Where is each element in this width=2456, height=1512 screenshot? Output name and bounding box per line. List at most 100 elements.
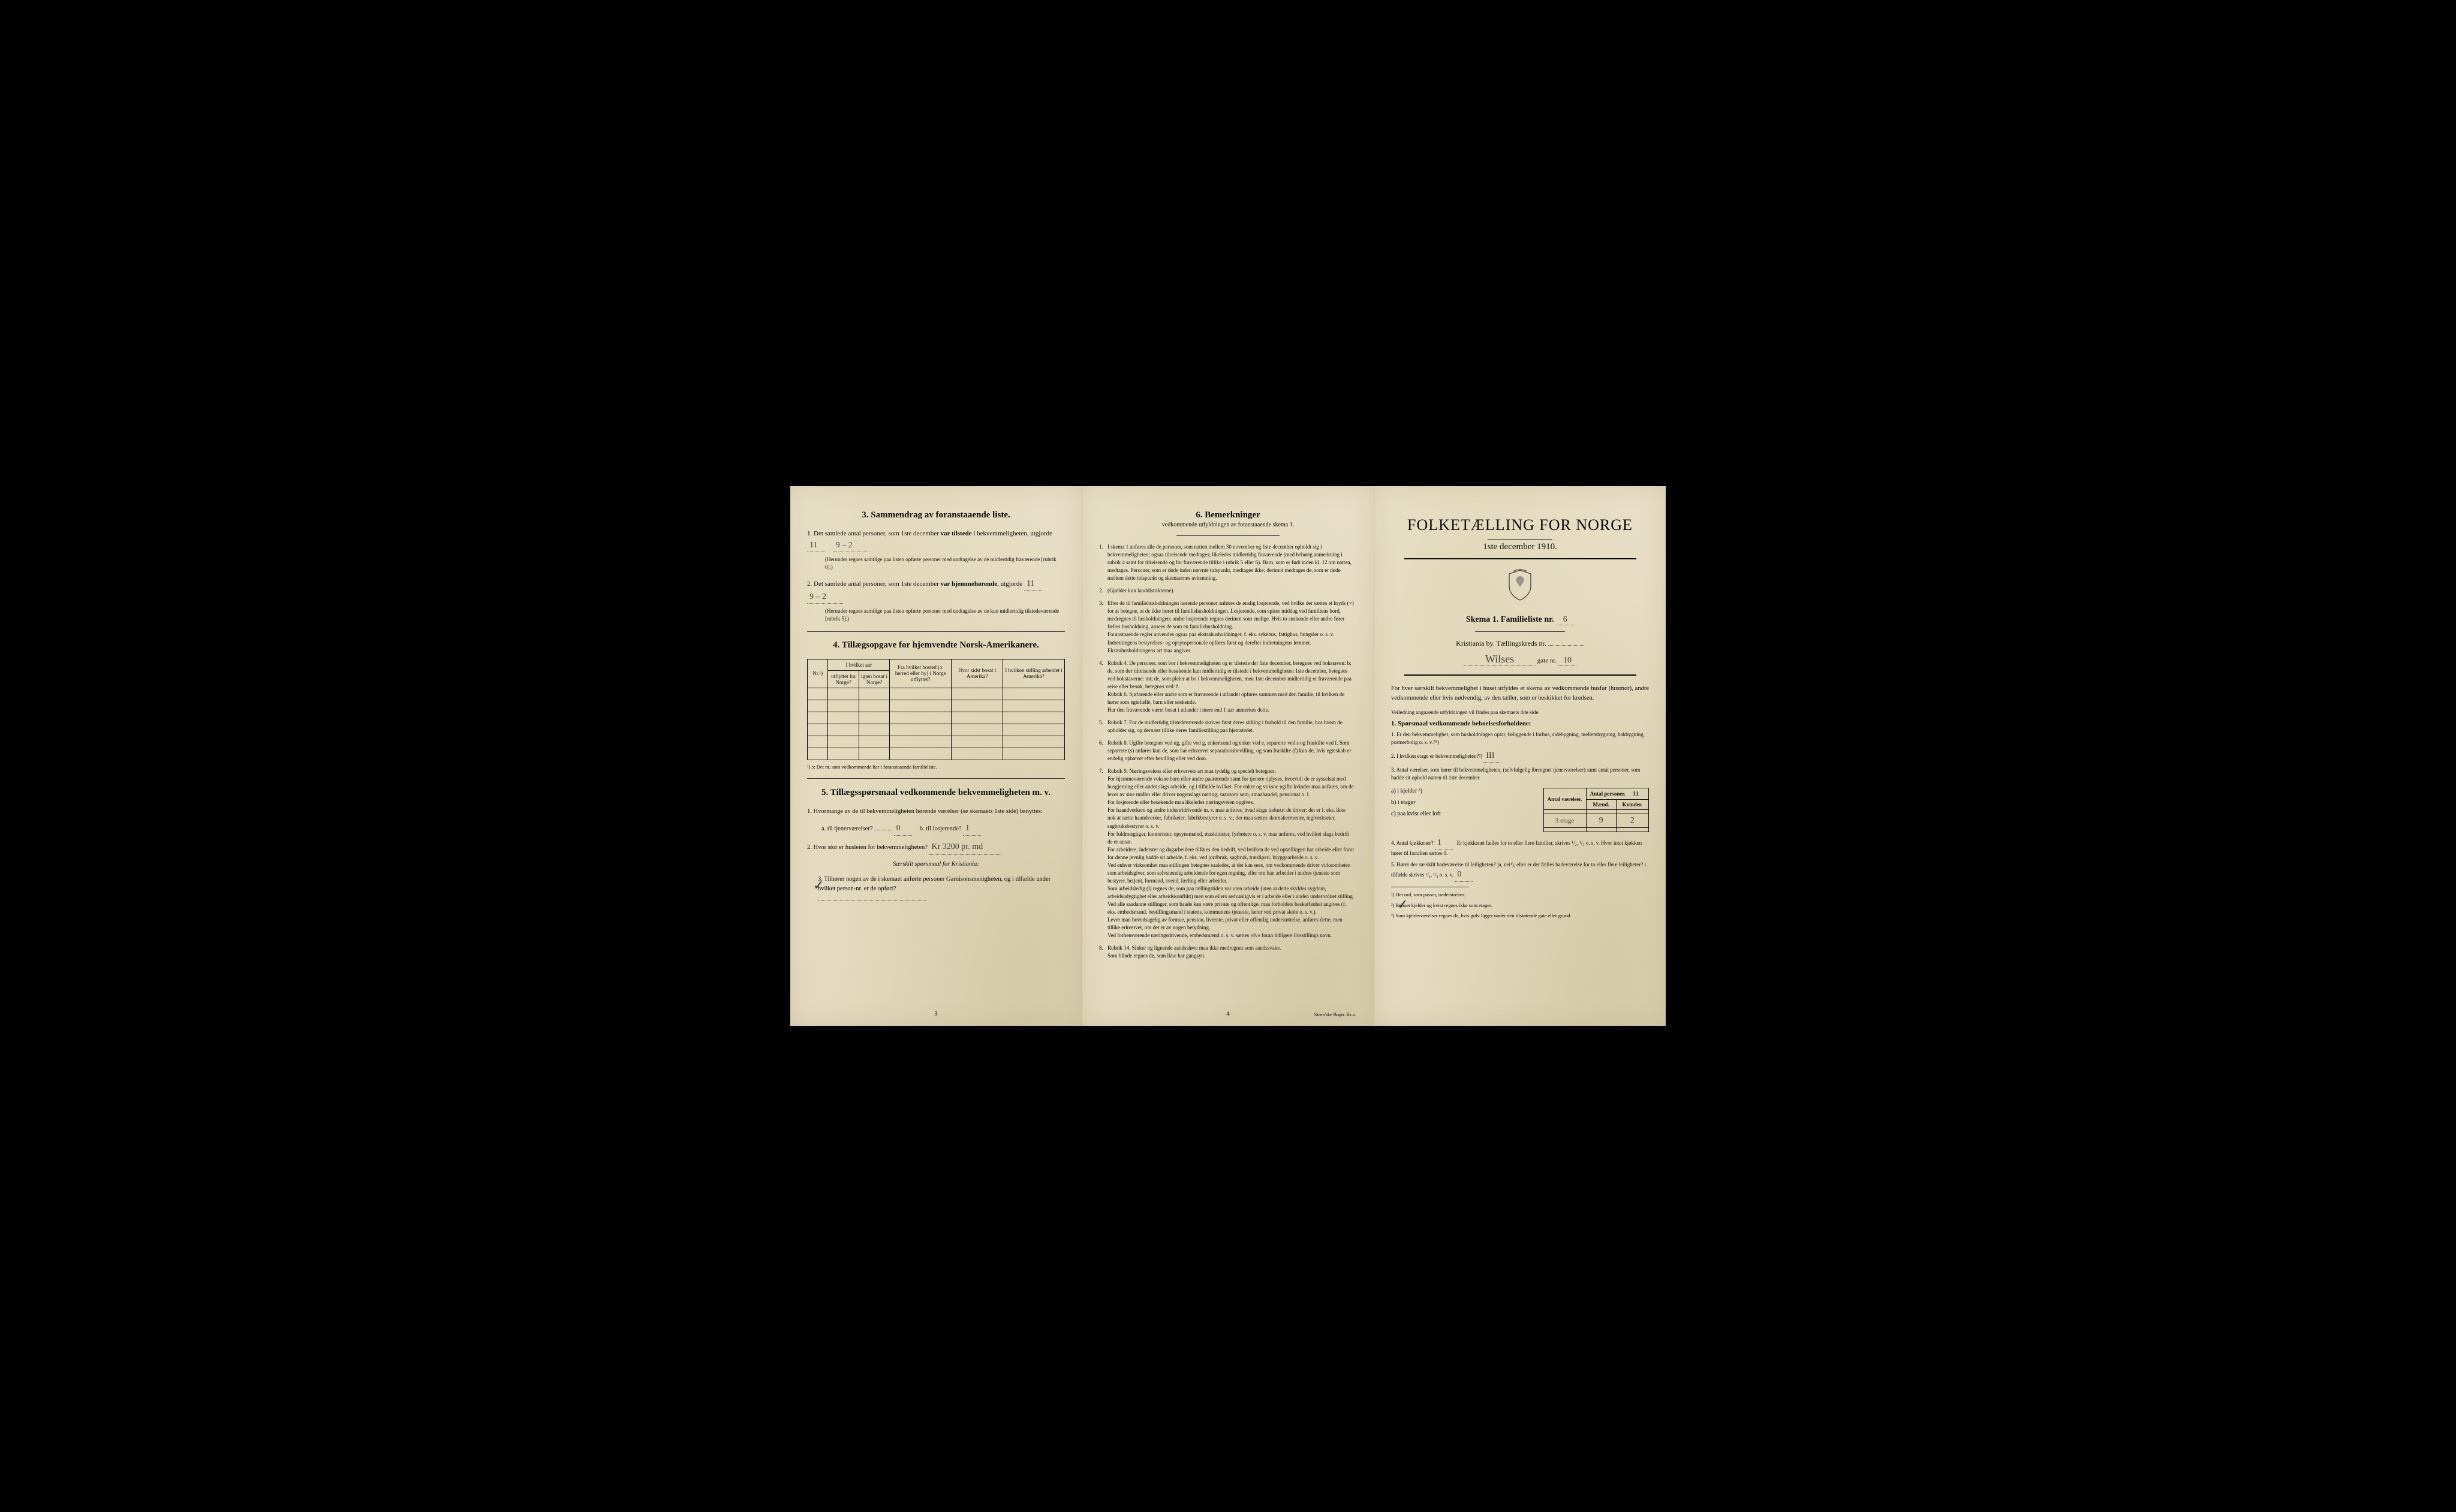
q-heading: 1. Spørsmaal vedkommende beboelsesforhol… bbox=[1391, 720, 1649, 727]
page-num-4: 4 bbox=[1226, 1010, 1230, 1017]
fn2: ²) Beboet kjelder og kvist regnes ikke s… bbox=[1391, 902, 1649, 909]
th-antal-vaerelser: Antal værelser. bbox=[1543, 788, 1586, 810]
th-year: I hvilket aar bbox=[828, 659, 890, 670]
th-nr: Nr.¹) bbox=[808, 659, 828, 688]
s3-q1-pre: 1. Det samlede antal personer, som 1ste … bbox=[807, 530, 939, 537]
rb-k: 2 bbox=[1623, 816, 1641, 826]
crest-row bbox=[1391, 569, 1649, 604]
s3-q1-bold: var tilstede bbox=[941, 530, 972, 537]
skema-label: Skema 1. Familieliste nr. bbox=[1466, 615, 1554, 624]
rq5-row: 5. Hører der særskilt badeværelse til le… bbox=[1391, 861, 1649, 881]
s3-q2-post: , utgjorde bbox=[997, 580, 1022, 588]
s4-table: Nr.¹) I hvilket aar Fra hvilket bosted (… bbox=[807, 659, 1065, 760]
s5-q1a-val: 0 bbox=[894, 822, 912, 836]
i1n: 2. bbox=[1099, 587, 1107, 595]
s4-title: 4. Tillægsopgave for hjemvendte Norsk-Am… bbox=[807, 640, 1065, 650]
rc-m bbox=[1586, 828, 1616, 832]
th-kvinder: Kvinder. bbox=[1616, 800, 1648, 810]
page-middle: 6. Bemerkninger vedkommende utfyldningen… bbox=[1082, 486, 1374, 1026]
i3n: 4. bbox=[1099, 659, 1107, 667]
s5-q3: 3. Tilhører nogen av de i skemaet anført… bbox=[807, 875, 1065, 895]
s5-q1b-val: 1 bbox=[963, 822, 981, 836]
s5-q2: 2. Hvor stor er husleien for bekvemmelig… bbox=[807, 844, 928, 851]
document-spread: 3. Sammendrag av foranstaaende liste. 1.… bbox=[790, 486, 1666, 1026]
i0n: 1. bbox=[1099, 543, 1107, 551]
i4t: Rubrik 7. For de midlertidig tilstedevær… bbox=[1107, 719, 1355, 734]
s5-q2-val: Kr 3200 pr. md bbox=[929, 841, 1001, 854]
kristiania-line: Kristiania by. Tællingskreds nr. bbox=[1391, 639, 1649, 648]
s3-q1-post: i bekvemmeligheten, utgjorde bbox=[973, 530, 1052, 537]
s5-q1a-label: a. til tjenerværelser? bbox=[821, 826, 872, 832]
s5-title: 5. Tillægsspørsmaal vedkommende bekvemme… bbox=[807, 787, 1065, 799]
page-num-3: 3 bbox=[934, 1010, 938, 1017]
coat-of-arms-icon bbox=[1507, 569, 1533, 601]
s6-title: 6. Bemerkninger bbox=[1099, 510, 1357, 520]
s3-q1-val2: 9 – 2 bbox=[833, 539, 869, 552]
rooms-table: Antal værelser. Antal personer. 11 Mænd.… bbox=[1543, 788, 1649, 832]
rc-v bbox=[1543, 828, 1586, 832]
ra-m bbox=[1586, 810, 1616, 814]
row-a-label: a) i kjelder ³) bbox=[1391, 785, 1537, 797]
i7n: 8. bbox=[1099, 944, 1107, 952]
i1t: (Gjælder kun landdistrikterne). bbox=[1107, 587, 1355, 595]
s3-q2-bold: var hjemmehørende bbox=[941, 580, 998, 588]
th-bosat: igjen bosat i Norge? bbox=[859, 670, 889, 688]
row-b-label: b) i etager bbox=[1391, 797, 1537, 808]
rq4-val: 1 bbox=[1435, 837, 1453, 850]
s6-subtitle: vedkommende utfyldningen av foranstaaend… bbox=[1099, 522, 1357, 528]
i4n: 5. bbox=[1099, 719, 1107, 727]
intro-para: For hver særskilt bekvemmelighet i huset… bbox=[1391, 684, 1649, 704]
fn1: ¹) Det ord, som passer, understrekes. bbox=[1391, 891, 1649, 899]
s5-q1b-label: b. til losjerende? bbox=[920, 826, 962, 832]
i2t: Efter de til familiehusholdningen hørend… bbox=[1107, 600, 1355, 654]
th-ap-label: Antal personer. bbox=[1590, 791, 1626, 797]
rc-k bbox=[1616, 828, 1648, 832]
s6-body: 1.I skema 1 anføres alle de personer, so… bbox=[1099, 543, 1357, 960]
s3-q2-val2: 9 – 2 bbox=[807, 591, 843, 604]
s3-q2-pre: 2. Det samlede antal personer, som 1ste … bbox=[807, 580, 939, 588]
s5-italic: Særskilt spørsmaal for Kristiania: bbox=[807, 860, 1065, 870]
rq2: 2. I hvilken etage er bekvemmeligheten?²… bbox=[1391, 753, 1482, 759]
skema-rule bbox=[1475, 631, 1566, 632]
th-stilling: I hvilken stilling arbeidet i Amerika? bbox=[1003, 659, 1065, 688]
s5-q2-row: 2. Hvor stor er husleien for bekvemmelig… bbox=[807, 841, 1065, 854]
rb-m: 9 bbox=[1592, 816, 1610, 826]
rq3: 3. Antal værelser, som hører til bekvemm… bbox=[1391, 766, 1649, 782]
th-ap-val: 11 bbox=[1627, 790, 1645, 797]
s3-q2-note: (Herunder regnes samtlige paa listen opf… bbox=[807, 607, 1065, 623]
page-right: FOLKETÆLLING FOR NORGE 1ste december 191… bbox=[1374, 486, 1666, 1026]
s3-q1-note: (Herunder regnes samtlige paa listen opf… bbox=[807, 556, 1065, 571]
printer-mark: Steen'ske Bogtr. Kr.a. bbox=[1314, 1012, 1356, 1017]
i6n: 7. bbox=[1099, 767, 1107, 775]
th-antal-personer: Antal personer. 11 bbox=[1586, 788, 1648, 800]
gate-line: Wilses gate nr. 10 bbox=[1391, 653, 1649, 666]
i5t: Rubrik 8. Ugifte betegnes ved ug, gifte … bbox=[1107, 739, 1355, 763]
th-amerika: Hvor sidst bosat i Amerika? bbox=[952, 659, 1003, 688]
thick-rule-2 bbox=[1404, 674, 1636, 676]
th-utflyttet: utflyttet fra Norge? bbox=[828, 670, 859, 688]
rq5-val: 0 bbox=[1455, 869, 1473, 881]
rooms-labels: a) i kjelder ³) b) i etager c) paa kvist… bbox=[1391, 785, 1537, 820]
rq4-row: 4. Antal kjøkkener? 1 Er kjøkkenet fælle… bbox=[1391, 837, 1649, 857]
s4-footnote: ¹) ɔ: Det nr. som vedkommende har i fora… bbox=[807, 764, 1065, 770]
main-title: FOLKETÆLLING FOR NORGE bbox=[1391, 516, 1649, 534]
s3-q1-val1: 11 bbox=[807, 539, 825, 552]
fn3: ³) Som kjelderværelser regnes de, hvis g… bbox=[1391, 912, 1649, 920]
divider bbox=[807, 631, 1065, 632]
rq5: 5. Hører der særskilt badeværelse til le… bbox=[1391, 862, 1646, 878]
checkmark-icon-2: ✓ bbox=[1397, 894, 1408, 914]
s3-title: 3. Sammendrag av foranstaaende liste. bbox=[807, 510, 1065, 520]
s5-q3-row: ✓ 3. Tilhører nogen av de i skemaet anfø… bbox=[807, 875, 1065, 905]
checkmark-icon: ✓ bbox=[813, 875, 824, 896]
th-maend: Mænd. bbox=[1586, 800, 1616, 810]
page-left: 3. Sammendrag av foranstaaende liste. 1.… bbox=[790, 486, 1082, 1026]
i0t: I skema 1 anføres alle de personer, som … bbox=[1107, 543, 1355, 582]
rq2-row: 2. I hvilken etage er bekvemmeligheten?²… bbox=[1391, 750, 1649, 763]
s5-q1ab: a. til tjenerværelser? 0 b. til losjeren… bbox=[807, 822, 1065, 836]
s3-q2: 2. Det samlede antal personer, som 1ste … bbox=[807, 577, 1065, 604]
divider3 bbox=[1176, 535, 1280, 536]
intro2: Veiledning angaaende utfyldningen vil fi… bbox=[1391, 709, 1649, 716]
s3-q1: 1. Det samlede antal personer, som 1ste … bbox=[807, 529, 1065, 552]
gate-nr: 10 bbox=[1558, 656, 1576, 666]
rq4: 4. Antal kjøkkener? bbox=[1391, 840, 1434, 846]
